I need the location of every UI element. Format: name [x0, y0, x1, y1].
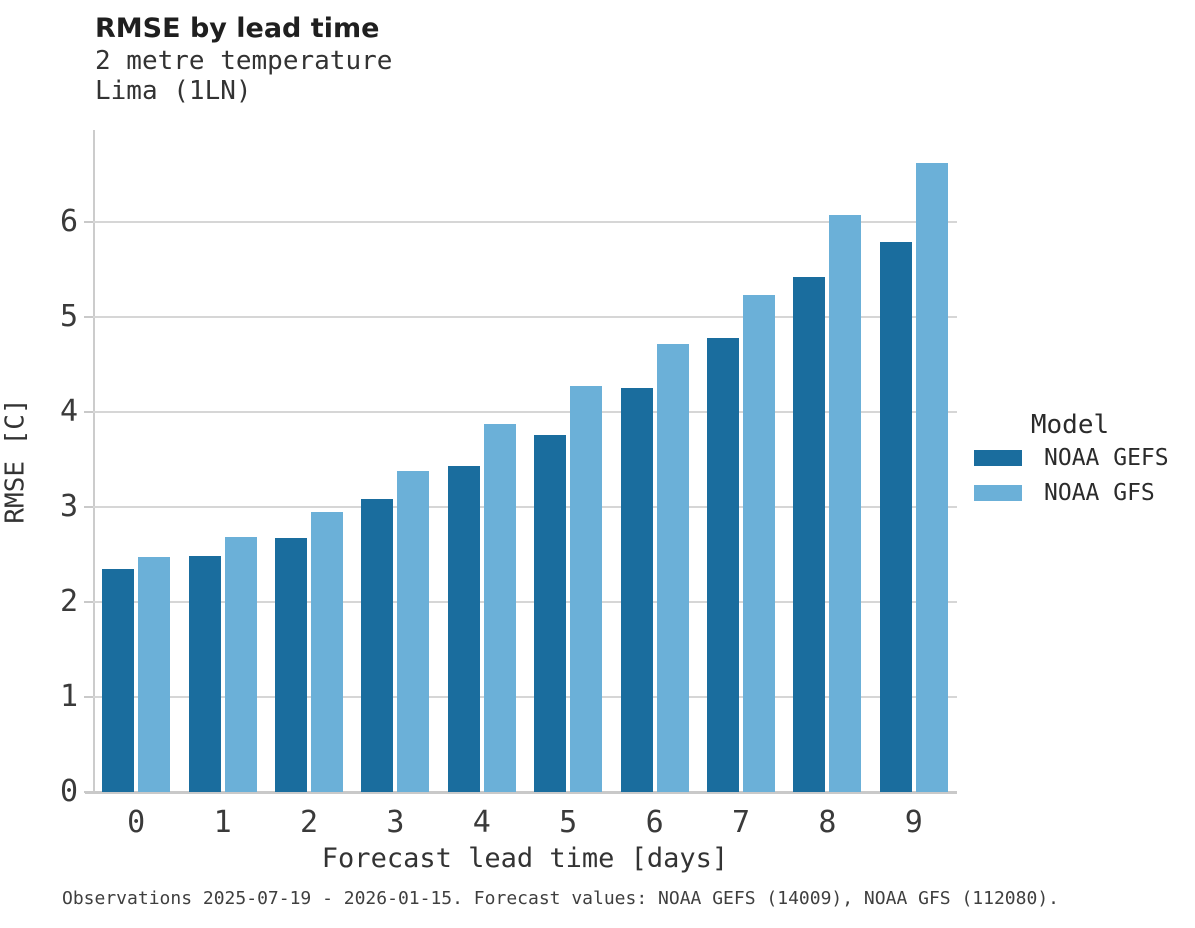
chart-subtitle-location: Lima (1LN)	[95, 76, 252, 106]
chart-subtitle-variable: 2 metre temperature	[95, 46, 393, 76]
gridline-y-3	[93, 506, 957, 509]
bar-noaa-gfs-day6	[656, 343, 689, 792]
y-tick-label: 2	[59, 584, 78, 620]
y-tick-label: 1	[59, 679, 78, 715]
y-tick-label: 5	[59, 299, 78, 335]
bar-noaa-gfs-day7	[743, 295, 775, 792]
x-tick-label: 9	[904, 805, 923, 840]
legend-label-gefs: NOAA GEFS	[1044, 445, 1169, 471]
bar-noaa-gefs-day7	[707, 338, 739, 792]
bar-noaa-gefs-day0	[102, 568, 135, 792]
bar-noaa-gfs-day4	[483, 424, 516, 792]
x-tick-label: 0	[127, 805, 146, 840]
bar-noaa-gfs-day1	[224, 537, 257, 792]
gridline-y-1	[93, 696, 957, 699]
gridline-y-2	[93, 601, 957, 604]
legend-swatch-gefs	[974, 450, 1022, 466]
x-tick-label: 5	[559, 805, 578, 840]
footer-caption: Observations 2025-07-19 - 2026-01-15. Fo…	[62, 888, 1059, 909]
x-tick-label: 4	[472, 805, 491, 840]
y-tick-label: 3	[59, 489, 78, 525]
x-tick-label: 8	[818, 805, 837, 840]
bar-noaa-gfs-day8	[829, 214, 862, 792]
bar-noaa-gefs-day8	[793, 277, 826, 792]
y-tick-mark	[84, 316, 93, 319]
x-axis-line	[85, 791, 957, 794]
y-tick-label: 6	[59, 204, 78, 240]
legend: Model NOAA GEFS NOAA GFS	[974, 410, 1184, 510]
legend-title: Model	[1030, 410, 1110, 440]
bar-noaa-gefs-day3	[361, 498, 394, 792]
gridline-y-5	[93, 316, 957, 319]
y-tick-mark	[84, 221, 93, 224]
chart-title: RMSE by lead time	[95, 13, 380, 44]
bar-noaa-gfs-day3	[397, 470, 430, 792]
x-tick-label: 1	[213, 805, 232, 840]
bar-noaa-gefs-day5	[534, 434, 567, 792]
bar-noaa-gfs-day5	[570, 386, 603, 792]
y-axis-line	[93, 130, 95, 793]
x-tick-label: 3	[386, 805, 405, 840]
y-tick-mark	[84, 506, 93, 509]
bar-noaa-gfs-day9	[915, 163, 948, 792]
y-tick-mark	[84, 791, 93, 793]
gridline-y-4	[93, 411, 957, 414]
bar-noaa-gefs-day9	[879, 242, 912, 792]
bar-noaa-gefs-day1	[188, 555, 221, 792]
x-tick-label: 7	[731, 805, 751, 840]
legend-item-gefs: NOAA GEFS	[974, 441, 1184, 475]
bar-noaa-gfs-day0	[138, 557, 171, 792]
y-tick-mark	[84, 696, 93, 699]
bar-noaa-gefs-day6	[620, 388, 653, 792]
x-tick-label: 2	[299, 805, 319, 840]
y-tick-label: 4	[59, 394, 78, 430]
legend-swatch-gfs	[974, 485, 1022, 501]
x-axis-title: Forecast lead time [days]	[321, 843, 729, 874]
y-tick-mark	[84, 411, 93, 414]
chart-header: RMSE by lead time 2 metre temperature Li…	[95, 12, 392, 106]
y-tick-mark	[84, 601, 93, 604]
gridline-y-6	[93, 221, 957, 224]
bar-noaa-gefs-day2	[275, 538, 307, 792]
bar-noaa-gfs-day2	[311, 511, 343, 792]
x-tick-label: 6	[645, 805, 664, 840]
y-tick-label: 0	[59, 774, 78, 809]
legend-item-gfs: NOAA GFS	[974, 476, 1184, 510]
legend-label-gfs: NOAA GFS	[1044, 480, 1155, 506]
bar-noaa-gefs-day4	[447, 466, 480, 792]
